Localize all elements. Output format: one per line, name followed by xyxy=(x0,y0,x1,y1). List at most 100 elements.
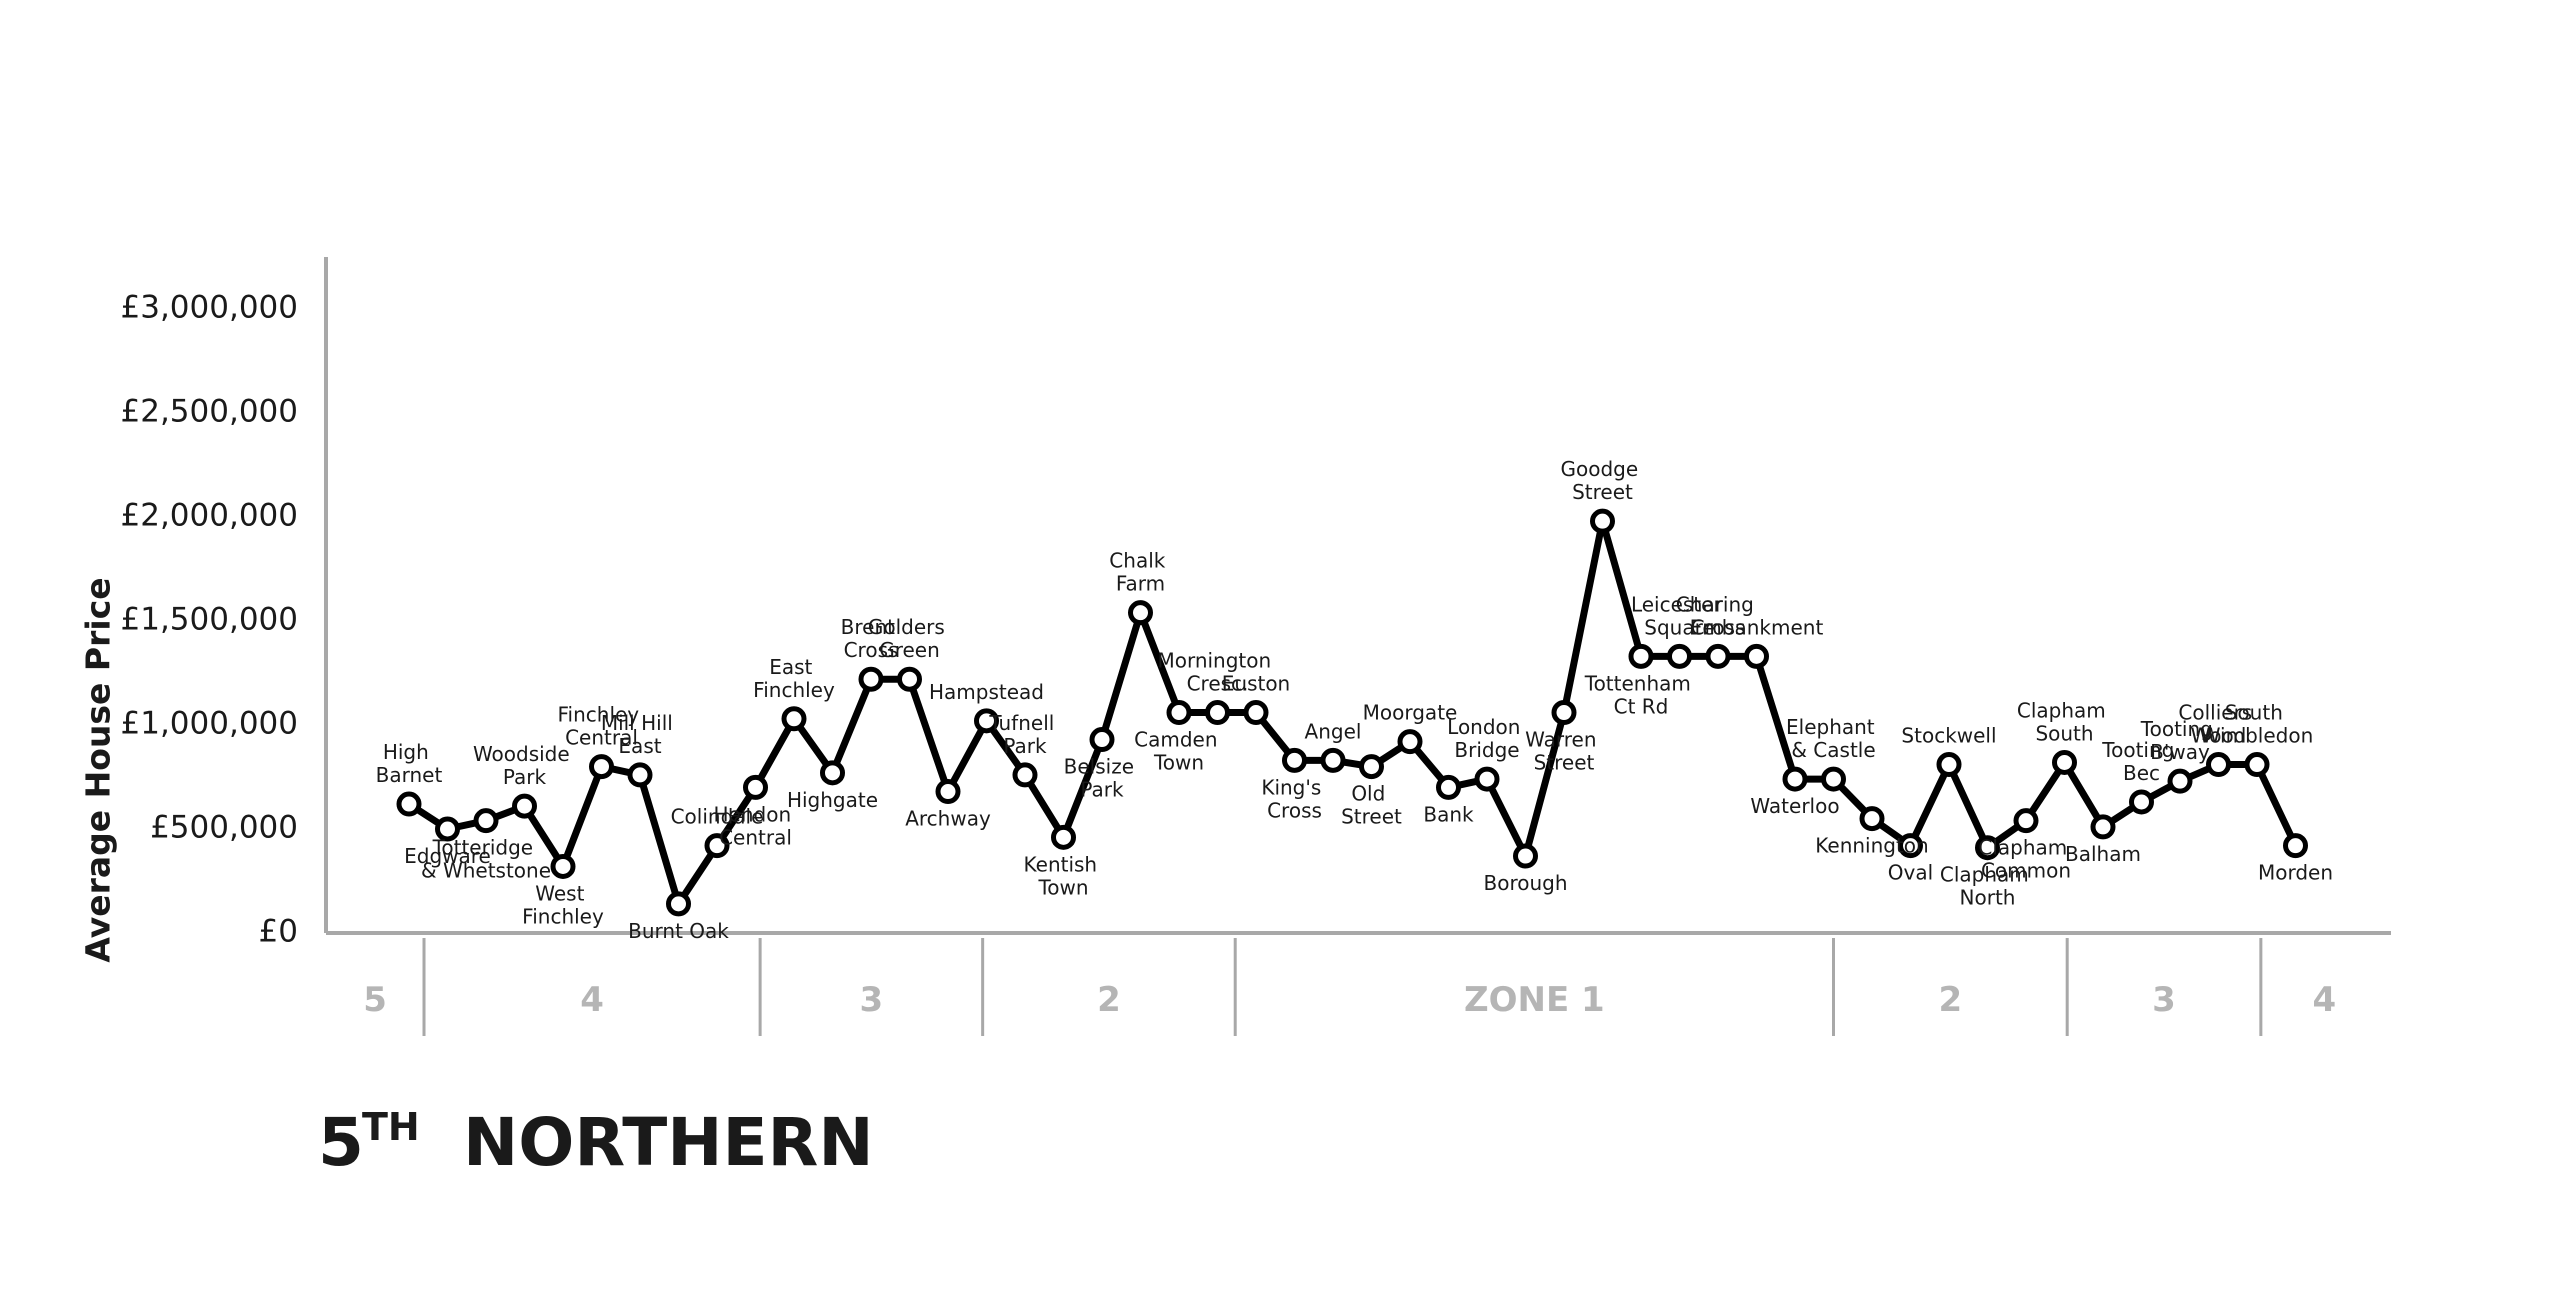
station-label: Waterloo xyxy=(1750,794,1839,818)
station-label: Elephant & Castle xyxy=(1786,715,1881,762)
zone-label: ZONE 1 xyxy=(1464,980,1605,1020)
station-label: Colliers Wood xyxy=(2178,701,2258,748)
station-label: Bank xyxy=(1423,802,1474,826)
station-point xyxy=(1320,747,1346,773)
zone-label: 4 xyxy=(580,980,604,1020)
y-axis-label: Average House Price xyxy=(79,577,118,962)
station-label: Stockwell xyxy=(1901,724,1996,748)
station-point xyxy=(1744,643,1769,669)
station-point xyxy=(1012,762,1038,788)
station-point xyxy=(2167,768,2193,794)
zone-label: 3 xyxy=(860,980,884,1020)
chart-title: NORTHERN xyxy=(463,1104,874,1181)
zone-label: 2 xyxy=(1939,980,1963,1020)
station-label: Moorgate xyxy=(1363,701,1458,725)
station-point xyxy=(1205,700,1230,726)
station-label: Brent Cross xyxy=(841,615,902,662)
station-point xyxy=(1436,774,1461,800)
station-label: Borough xyxy=(1483,871,1567,895)
station-point xyxy=(781,706,807,732)
station-point xyxy=(550,853,576,879)
station-point xyxy=(1898,833,1923,859)
station-point xyxy=(396,791,422,817)
station-label: Camden Town xyxy=(1134,728,1224,775)
station-label: Warren Street xyxy=(1525,728,1603,775)
station-point xyxy=(1975,835,2000,861)
station-label: Hampstead xyxy=(929,680,1044,704)
station-point xyxy=(1128,600,1153,626)
station-label: Old Street xyxy=(1341,782,1402,829)
station-label: Clapham Common xyxy=(1978,836,2073,883)
station-label: Woodside Park xyxy=(473,742,576,789)
station-label: Mornington Cresc. xyxy=(1157,649,1277,696)
station-label: Archway xyxy=(905,807,991,831)
y-tick-label: £1,500,000 xyxy=(121,602,299,638)
station-point xyxy=(1474,766,1500,792)
station-label: Burnt Oak xyxy=(628,919,729,943)
station-point xyxy=(512,793,537,819)
station-label: Clapham North xyxy=(1940,863,2035,910)
station-label: Belsize Park xyxy=(1064,755,1141,802)
y-tick-label: £2,500,000 xyxy=(121,394,299,430)
zone-label: 4 xyxy=(2313,980,2337,1020)
y-tick-label: £500,000 xyxy=(150,810,298,846)
station-label: West Finchley xyxy=(522,881,604,928)
station-label: Tottenham Ct Rd xyxy=(1584,671,1698,718)
station-label: Angel xyxy=(1305,719,1362,743)
station-point xyxy=(473,808,499,834)
station-label: Oval xyxy=(1888,861,1933,885)
station-point xyxy=(627,762,653,788)
station-label: Hendon Central xyxy=(714,802,798,849)
station-point xyxy=(1782,766,1808,792)
rank-suffix: TH xyxy=(362,1105,420,1149)
station-point xyxy=(2129,789,2154,815)
station-point xyxy=(1089,727,1115,753)
station-point xyxy=(1166,700,1192,726)
station-point xyxy=(1282,747,1307,773)
station-point xyxy=(935,779,961,805)
station-label: Totteridge & Whetstone xyxy=(421,836,551,883)
station-point xyxy=(1590,508,1615,534)
station-label: Highgate xyxy=(787,788,878,812)
station-point xyxy=(1051,824,1076,850)
y-tick-label: £1,000,000 xyxy=(121,706,299,742)
station-label: Kentish Town xyxy=(1024,852,1104,899)
station-label: Finchley Central xyxy=(557,703,645,750)
station-label: Chalk Farm xyxy=(1109,549,1171,596)
station-label: London Bridge xyxy=(1447,715,1527,762)
station-label: Morden xyxy=(2258,861,2333,885)
station-point xyxy=(1397,729,1423,755)
station-point xyxy=(858,666,884,692)
station-label: Clapham South xyxy=(2017,698,2112,745)
y-tick-label: £3,000,000 xyxy=(121,290,299,326)
zone-label: 3 xyxy=(2152,980,2176,1020)
y-tick-label: £2,000,000 xyxy=(121,498,299,534)
y-tick-label: £0 xyxy=(259,914,298,950)
rank: 5 xyxy=(318,1104,364,1181)
station-label: Tufnell Park xyxy=(988,711,1060,758)
station-point xyxy=(1821,766,1846,792)
zone-label: 2 xyxy=(1097,980,1121,1020)
station-point xyxy=(743,774,768,800)
station-point xyxy=(1513,843,1538,869)
station-label: Euston xyxy=(1222,672,1291,696)
station-point xyxy=(820,760,845,786)
station-label: Balham xyxy=(2065,842,2141,866)
station-point xyxy=(1705,643,1731,669)
station-label: South Wimbledon xyxy=(2201,701,2314,748)
station-label: Charing Cross xyxy=(1676,592,1760,639)
station-label: Mill Hill East xyxy=(601,711,679,758)
station-point xyxy=(2090,814,2116,840)
station-point xyxy=(1936,752,1962,778)
station-label: Golders Green xyxy=(868,615,951,662)
station-label: Colindale xyxy=(671,805,764,829)
station-label: High Barnet xyxy=(376,740,443,787)
station-label: Tooting B'way xyxy=(2140,717,2219,764)
station-label: King's Cross xyxy=(1261,775,1327,822)
station-label: Leicester Square xyxy=(1631,592,1728,639)
station-point xyxy=(704,833,730,859)
station-point xyxy=(1243,700,1269,726)
station-label: Edgware xyxy=(404,844,491,868)
station-point xyxy=(974,708,999,734)
station-label: East Finchley xyxy=(753,655,835,702)
